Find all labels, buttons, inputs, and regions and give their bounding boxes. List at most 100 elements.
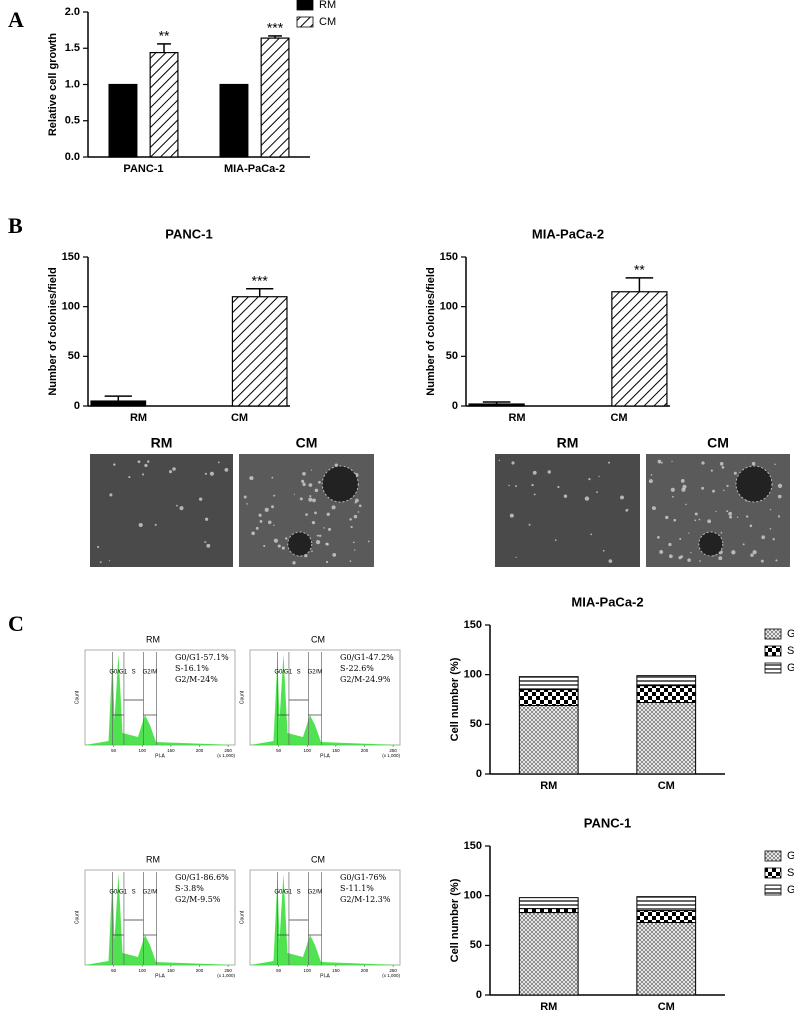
cell-speck <box>509 513 514 518</box>
y-axis-label: Count <box>239 690 245 704</box>
cell-speck <box>251 531 255 536</box>
cell-speck <box>206 543 211 548</box>
gate-label: G2/M <box>308 890 323 896</box>
cell-speck <box>358 504 362 508</box>
x-tick-label: RM <box>130 412 147 424</box>
x-scale-note: (x 1,000) <box>217 973 235 978</box>
bar <box>260 37 290 158</box>
bar-segment <box>636 896 697 912</box>
x-tick-label: 250 <box>224 968 232 973</box>
x-tick-label: RM <box>540 780 557 792</box>
plot-frame <box>249 869 401 966</box>
cell-speck <box>128 476 131 479</box>
gate-label: S <box>132 890 136 896</box>
cell-speck <box>596 491 598 494</box>
histogram-title: RM <box>146 854 160 864</box>
x-scale-note: (x 1,000) <box>217 753 235 758</box>
cell-speck <box>224 467 229 472</box>
cell-speck <box>777 483 783 489</box>
cell-speck <box>673 518 677 522</box>
y-tick-label: 2.0 <box>65 6 80 18</box>
cell-speck <box>273 494 276 497</box>
legend-swatch <box>296 0 314 11</box>
cell-speck <box>745 515 749 518</box>
bar-segment <box>636 685 697 703</box>
cell-speck <box>311 520 316 525</box>
panel-label: A <box>8 7 24 32</box>
cell-speck <box>217 461 220 464</box>
cell-speck <box>701 486 705 490</box>
significance-label: ** <box>634 262 645 278</box>
cell-speck <box>557 485 560 489</box>
cell-speck <box>648 479 653 484</box>
y-tick-label: 0 <box>476 989 482 1001</box>
cell-speck <box>292 561 296 565</box>
cell-speck <box>682 484 687 489</box>
cell-speck <box>584 496 590 501</box>
phase-stat: G2/M-12.3% <box>340 895 391 904</box>
cell-speck <box>733 471 737 475</box>
x-scale-note: (x 1,000) <box>382 973 400 978</box>
cell-speck <box>271 476 274 479</box>
cell-speck <box>680 479 685 483</box>
cell-speck <box>761 535 766 540</box>
cell-speck <box>259 519 263 523</box>
cell-speck <box>760 559 764 563</box>
colony <box>735 465 773 503</box>
panel-label: B <box>8 213 23 238</box>
bar-segment <box>518 912 579 996</box>
bar <box>149 51 179 158</box>
cell-speck <box>672 495 674 498</box>
cell-speck <box>271 505 275 509</box>
cell-speck <box>528 523 531 526</box>
cell-speck <box>751 461 756 466</box>
cell-speck <box>350 525 353 529</box>
histogram-title: CM <box>311 634 325 644</box>
x-tick-label: 200 <box>361 748 369 753</box>
cell-speck <box>99 561 102 564</box>
image-label: RM <box>151 435 173 451</box>
cell-speck <box>652 506 654 509</box>
bar-segment <box>636 921 697 996</box>
legend-swatch <box>764 628 782 640</box>
phase-stat: S-3.8% <box>175 884 204 893</box>
cell-speck <box>176 504 178 507</box>
cell-speck <box>602 549 605 552</box>
x-tick-label: MIA-PaCa-2 <box>224 163 285 175</box>
chart-title: PANC-1 <box>165 226 212 241</box>
phase-stat: G0/G1-57.1% <box>175 653 229 662</box>
colony <box>287 531 313 557</box>
y-tick-label: 1.5 <box>65 42 80 54</box>
gate-label: G2/M <box>143 670 158 676</box>
cell-speck <box>699 560 701 562</box>
phase-stat: G0/G1-86.6% <box>175 873 229 882</box>
cell-speck <box>598 475 600 478</box>
cell-speck <box>281 546 285 550</box>
cell-speck <box>209 471 214 476</box>
cell-speck <box>142 473 145 476</box>
cell-speck <box>731 550 736 555</box>
gate-label: G0/G1 <box>109 890 127 896</box>
cell-speck <box>354 549 356 551</box>
bar-segment <box>518 689 579 706</box>
cell-speck <box>701 461 705 465</box>
x-scale-note: (x 1,000) <box>382 753 400 758</box>
cell-speck <box>172 467 176 471</box>
bar <box>108 83 138 158</box>
cell-speck <box>775 559 778 562</box>
x-axis-label: PI-A <box>155 973 165 979</box>
cell-speck <box>318 480 321 484</box>
x-tick-label: 50 <box>111 968 117 973</box>
x-axis-label: PI-A <box>320 973 330 979</box>
x-tick-label: 250 <box>224 748 232 753</box>
cell-speck <box>354 501 357 504</box>
cell-speck <box>769 528 772 530</box>
x-tick-label: 200 <box>196 968 204 973</box>
cell-speck <box>311 550 313 553</box>
cell-speck <box>772 538 775 541</box>
y-axis-label: Count <box>74 690 80 704</box>
legend-swatch <box>764 662 782 674</box>
cell-speck <box>671 460 673 463</box>
x-axis-label: PI-A <box>320 753 330 759</box>
bar <box>90 400 147 407</box>
